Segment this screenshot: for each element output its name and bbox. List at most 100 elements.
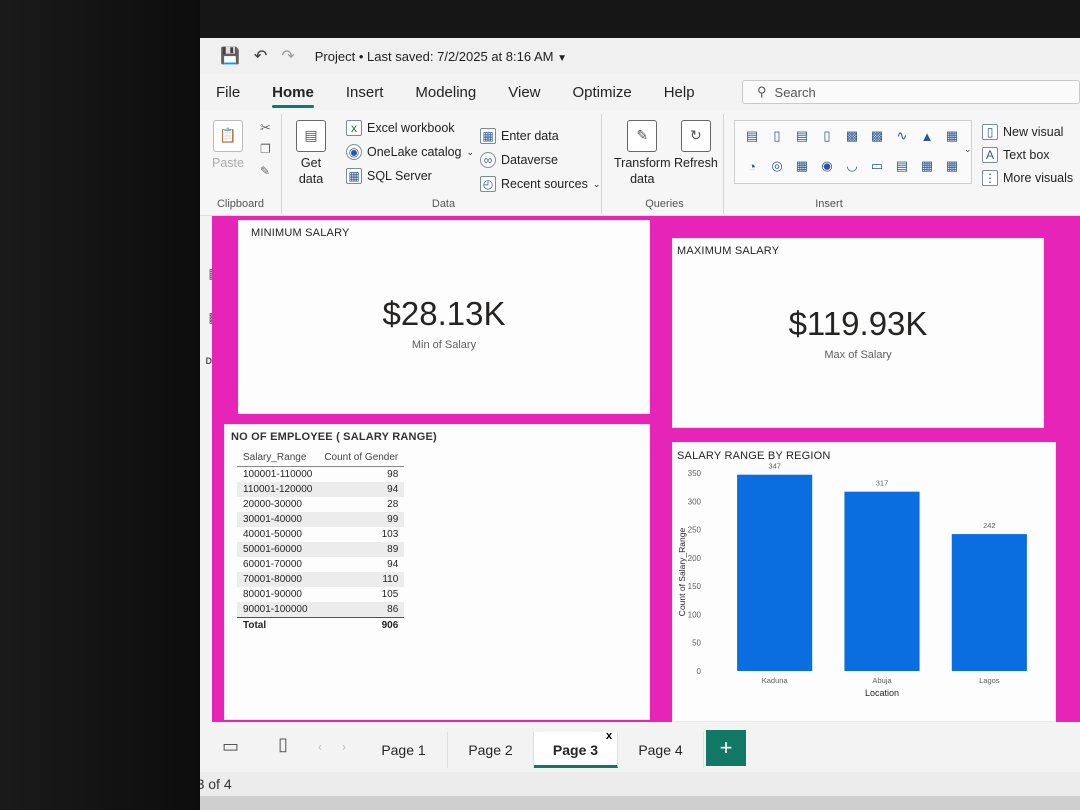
database-icon: ▤ — [296, 120, 326, 152]
y-tick-label: 200 — [688, 554, 702, 563]
min-salary-card[interactable]: MINIMUM SALARY $28.13K Min of Salary — [238, 220, 650, 414]
table-cell: 94 — [318, 482, 405, 497]
transform-label: Transform — [614, 156, 671, 170]
multi-row-card-icon[interactable]: ▤ — [895, 158, 909, 173]
stacked-bar-chart-icon[interactable]: ▤ — [745, 128, 759, 143]
ribbon-tabs: File Home Insert Modeling View Optimize … — [200, 76, 1080, 110]
paste-label: Paste — [212, 156, 244, 170]
visualizations-gallery: ▤ ▯ ▤ ▯ ▩ ▩ ∿ ▲ ▦ ◔ ◎ ▦ ◉ ◡ ▭ ▤ ▦ ▦ — [734, 120, 972, 184]
enter-data-button[interactable]: ▦ Enter data — [480, 128, 559, 144]
column-header[interactable]: Salary_Range — [237, 449, 319, 467]
ribbon-chart-icon[interactable]: ▩ — [845, 128, 859, 143]
clipboard-label: Clipboard — [216, 198, 265, 210]
salary-range-by-region-card[interactable]: SALARY RANGE BY REGION 0 50 100 150 200 250 30… — [672, 442, 1056, 722]
format-painter-icon[interactable]: ✎ — [260, 164, 271, 178]
save-icon[interactable]: 💾 — [220, 48, 240, 65]
get-data-button[interactable]: ▤ Get data — [296, 120, 326, 187]
donut-chart-icon[interactable]: ◎ — [771, 158, 783, 173]
table-cell: 94 — [387, 559, 399, 570]
page-tab-1[interactable]: Page 1 — [360, 732, 448, 768]
sql-server-button[interactable]: ▦ SQL Server — [346, 168, 432, 184]
x-tick-label: Kaduna — [762, 676, 789, 685]
recent-sources-button[interactable]: ◴ Recent sources ⌄ — [480, 176, 600, 192]
salary-range-table-card[interactable]: NO OF EMPLOYEE ( SALARY RANGE) Salary_Ra… — [224, 424, 650, 720]
table-cell: 40001-50000 — [243, 529, 302, 540]
dataverse-button[interactable]: ∞ Dataverse — [480, 152, 558, 168]
last-saved: Last saved: 7/2/2025 at 8:16 AM — [367, 48, 554, 64]
text-box-button[interactable]: A Text box — [982, 147, 1050, 163]
column-header[interactable]: Count of Gender — [318, 449, 405, 467]
excel-workbook-button[interactable]: x Excel workbook — [346, 120, 455, 136]
powerbi-window: 💾 ↶ ↷ Project • Last saved: 7/2/2025 at … — [200, 38, 1080, 810]
page-tab-3[interactable]: Page 3 — [534, 732, 618, 768]
table-cell: 103 — [381, 529, 399, 540]
windows-taskbar — [200, 796, 1080, 810]
search-input[interactable]: ⚲ Search — [742, 80, 1080, 104]
get-data-label-2: data — [298, 171, 324, 186]
table-visual-icon[interactable]: ▦ — [920, 158, 934, 173]
desktop-layout-icon[interactable]: ▭ — [222, 736, 240, 756]
cut-icon[interactable]: ✂ — [260, 120, 271, 135]
line-chart-icon[interactable]: ∿ — [896, 128, 908, 143]
table-row: 40001-50000 103 — [237, 527, 404, 542]
y-tick-label: 250 — [688, 526, 702, 535]
get-data-label: Get — [300, 156, 322, 170]
tab-insert[interactable]: Insert — [345, 84, 384, 101]
table-cell: 90001-100000 — [237, 602, 319, 618]
tab-help[interactable]: Help — [663, 84, 695, 101]
pie-chart-icon[interactable]: ◔ — [748, 158, 756, 174]
copy-icon[interactable]: ❐ — [260, 142, 271, 156]
page-tab-2[interactable]: Page 2 — [448, 732, 534, 768]
insert-label: Insert — [815, 198, 843, 210]
page-tab-4[interactable]: Page 4 — [618, 732, 704, 768]
document-title[interactable]: Project • Last saved: 7/2/2025 at 8:16 A… — [315, 49, 567, 64]
card-icon[interactable]: ▭ — [870, 158, 884, 173]
tab-modeling[interactable]: Modeling — [415, 84, 477, 101]
table-cell: 70001-80000 — [237, 572, 319, 587]
y-tick-label: 0 — [697, 667, 702, 676]
paste-button[interactable]: 📋 Paste — [212, 120, 244, 172]
clustered-bar-chart-icon[interactable]: ▤ — [795, 128, 809, 143]
chevron-left-icon[interactable]: ‹ — [318, 740, 322, 754]
chevron-down-icon[interactable]: ▼ — [557, 52, 568, 64]
refresh-button[interactable]: ↻ Refresh — [674, 120, 718, 172]
treemap-icon[interactable]: ▦ — [795, 158, 809, 173]
table-cell: 30001-40000 — [237, 512, 319, 527]
area-chart-icon[interactable]: ▲ — [920, 128, 934, 144]
sql-server-icon: ▦ — [346, 168, 362, 184]
redo-icon[interactable]: ↷ — [281, 48, 295, 65]
mobile-layout-icon[interactable]: ▯ — [278, 734, 288, 754]
paste-icon: 📋 — [212, 120, 243, 152]
map-icon[interactable]: ◉ — [821, 158, 833, 173]
new-visual-icon: ▯ — [982, 124, 998, 140]
column-chart-icon[interactable]: ▯ — [773, 128, 781, 143]
max-salary-card[interactable]: MAXIMUM SALARY $119.93K Max of Salary — [672, 238, 1044, 428]
sql-label: SQL Server — [367, 169, 432, 183]
tab-optimize[interactable]: Optimize — [572, 84, 632, 101]
undo-icon[interactable]: ↶ — [253, 48, 268, 65]
refresh-label: Refresh — [674, 156, 718, 170]
add-page-button[interactable]: + — [706, 730, 746, 766]
table-row: 20000-30000 28 — [237, 497, 404, 512]
close-page-icon[interactable]: x — [606, 730, 613, 742]
tab-view[interactable]: View — [508, 84, 541, 101]
table-cell: 80001-90000 — [243, 589, 302, 600]
chevron-right-icon[interactable]: › — [342, 740, 346, 754]
project-name: Project — [314, 48, 356, 64]
onelake-catalog-button[interactable]: ◉ OneLake catalog ⌄ — [346, 144, 474, 160]
tab-home[interactable]: Home — [256, 76, 330, 110]
gauge-icon[interactable]: ◡ — [846, 158, 858, 173]
gallery-expand-icon[interactable]: ⌄ — [964, 144, 972, 154]
clustered-column-chart-icon[interactable]: ▯ — [823, 128, 831, 143]
new-visual-button[interactable]: ▯ New visual — [982, 124, 1063, 140]
combo-chart-icon[interactable]: ▩ — [870, 128, 884, 143]
table-cell: 100001-110000 — [243, 469, 313, 480]
tab-file[interactable]: File — [216, 84, 241, 101]
page-count: Page 3 of 4 — [200, 776, 232, 792]
title-bar: 💾 ↶ ↷ Project • Last saved: 7/2/2025 at … — [200, 38, 1080, 74]
transform-data-button[interactable]: ✎ Transform data — [614, 120, 671, 187]
more-visuals-button[interactable]: ⋮ More visuals — [982, 170, 1073, 186]
table-cell: 105 — [381, 589, 399, 600]
matrix-visual-icon[interactable]: ▦ — [945, 158, 959, 173]
matrix-icon[interactable]: ▦ — [945, 128, 959, 143]
